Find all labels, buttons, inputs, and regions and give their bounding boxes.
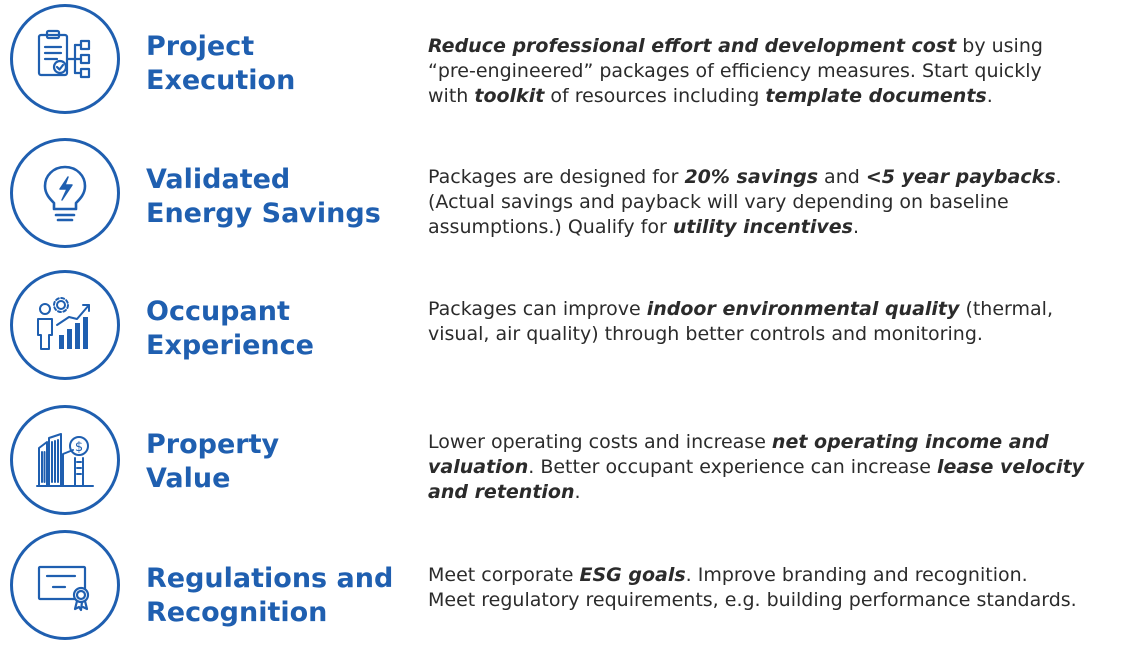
body-text: of resources including	[544, 85, 766, 107]
row-title: Occupant Experience	[146, 295, 411, 363]
body-text: Meet regulatory requirements, e.g. build…	[428, 589, 1077, 611]
body-text: (Actual savings and payback will vary de…	[428, 191, 1009, 213]
emphasis-text: valuation	[428, 456, 529, 478]
description-line: Meet regulatory requirements, e.g. build…	[428, 588, 1146, 613]
emphasis-text: Reduce professional effort and developme…	[428, 35, 957, 57]
body-text: Packages can improve	[428, 298, 647, 320]
emphasis-text: and retention	[428, 481, 575, 503]
body-text: Meet corporate	[428, 564, 580, 586]
description-line: Packages can improve indoor environmenta…	[428, 297, 1146, 322]
row-description: Meet corporate ESG goals. Improve brandi…	[428, 563, 1146, 613]
person-growth-chart-icon	[10, 270, 120, 380]
description-line: “pre-engineered” packages of efficiency …	[428, 59, 1146, 84]
buildings-dollar-icon: $	[10, 405, 120, 515]
title-line: Property	[146, 429, 280, 460]
body-text: “pre-engineered” packages of efficiency …	[428, 60, 1042, 82]
lightbulb-icon	[10, 138, 120, 248]
emphasis-text: 20% savings	[684, 166, 819, 188]
description-line: Packages are designed for 20% savings an…	[428, 165, 1146, 190]
row-description: Packages are designed for 20% savings an…	[428, 165, 1146, 240]
row-description: Lower operating costs and increase net o…	[428, 430, 1146, 505]
row-title: Regulations and Recognition	[146, 562, 411, 630]
body-text: .	[574, 481, 581, 503]
description-line: Lower operating costs and increase net o…	[428, 430, 1146, 455]
body-text: Lower operating costs and increase	[428, 431, 772, 453]
description-line: Reduce professional effort and developme…	[428, 34, 1146, 59]
description-line: (Actual savings and payback will vary de…	[428, 190, 1146, 215]
title-line: Experience	[146, 330, 314, 361]
title-line: Energy Savings	[146, 198, 381, 229]
title-line: Value	[146, 463, 231, 494]
emphasis-text: toolkit	[474, 85, 545, 107]
title-line: Regulations and	[146, 563, 394, 594]
certificate-icon	[10, 530, 120, 640]
row-description: Packages can improve indoor environmenta…	[428, 297, 1146, 347]
body-text: by using	[956, 35, 1043, 57]
emphasis-text: indoor environmental quality	[646, 298, 960, 320]
title-line: Occupant	[146, 296, 290, 327]
row-title: Validated Energy Savings	[146, 163, 411, 231]
description-line: visual, air quality) through better cont…	[428, 322, 1146, 347]
body-text: .	[852, 216, 860, 238]
title-line: Recognition	[146, 597, 328, 628]
row-description: Reduce professional effort and developme…	[428, 34, 1146, 109]
emphasis-text: lease velocity	[936, 456, 1085, 478]
body-text: assumptions.) Qualify for	[428, 216, 673, 238]
emphasis-text: template documents	[765, 85, 987, 107]
title-line: Execution	[146, 65, 296, 96]
emphasis-text: net operating income and	[771, 431, 1049, 453]
clipboard-flowchart-icon	[10, 4, 120, 114]
body-text: .	[1055, 166, 1062, 188]
body-text: and	[818, 166, 866, 188]
description-line: valuation. Better occupant experience ca…	[428, 455, 1146, 480]
body-text: .	[986, 85, 993, 107]
description-line: with toolkit of resources including temp…	[428, 84, 1146, 109]
row-title: Property Value	[146, 428, 411, 496]
body-text: . Better occupant experience can increas…	[528, 456, 937, 478]
title-line: Validated	[146, 164, 291, 195]
emphasis-text: ESG goals	[579, 564, 686, 586]
body-text: (thermal,	[959, 298, 1053, 320]
body-text: . Improve branding and recognition.	[685, 564, 1028, 586]
svg-text:$: $	[75, 440, 83, 455]
description-line: Meet corporate ESG goals. Improve brandi…	[428, 563, 1146, 588]
title-line: Project	[146, 31, 255, 62]
emphasis-text: utility incentives	[672, 216, 853, 238]
body-text: Packages are designed for	[428, 166, 685, 188]
description-line: and retention.	[428, 480, 1146, 505]
body-text: visual, air quality) through better cont…	[428, 323, 983, 345]
row-title: Project Execution	[146, 30, 411, 98]
emphasis-text: <5 year paybacks	[865, 166, 1056, 188]
description-line: assumptions.) Qualify for utility incent…	[428, 215, 1146, 240]
body-text: with	[428, 85, 475, 107]
